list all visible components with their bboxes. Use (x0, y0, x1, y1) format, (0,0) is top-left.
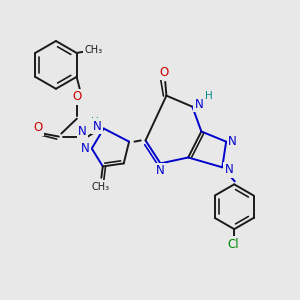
Text: CH₃: CH₃ (85, 45, 103, 55)
Text: N: N (195, 98, 203, 111)
Text: N: N (78, 125, 87, 138)
Text: N: N (93, 120, 101, 133)
Text: H: H (91, 117, 98, 127)
Text: Cl: Cl (228, 238, 239, 250)
Text: CH₃: CH₃ (92, 182, 110, 192)
Text: N: N (228, 135, 237, 148)
Text: O: O (33, 122, 42, 134)
Text: H: H (205, 91, 213, 101)
Text: O: O (72, 90, 82, 103)
Text: N: N (224, 163, 233, 176)
Text: N: N (81, 142, 90, 155)
Text: O: O (159, 66, 169, 79)
Text: N: N (156, 164, 165, 177)
